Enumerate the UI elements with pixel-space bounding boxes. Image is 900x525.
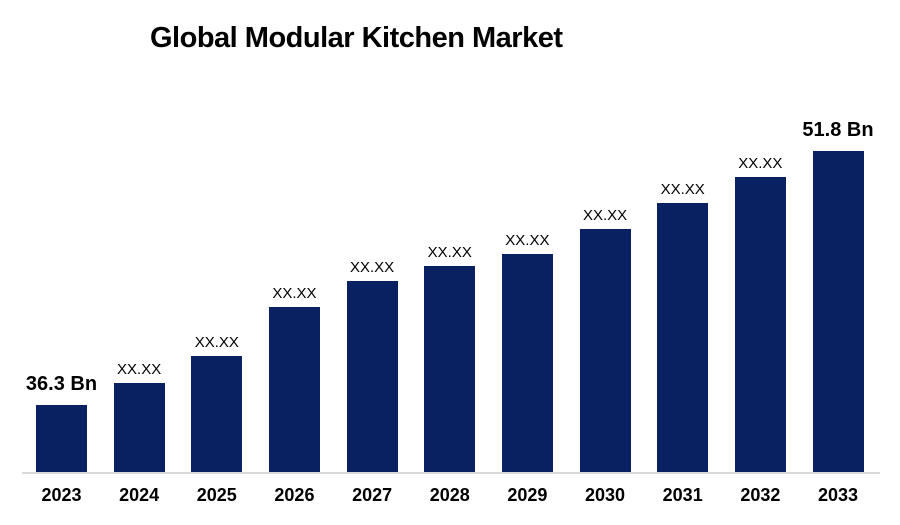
- x-axis-label-2025: 2025: [196, 485, 237, 505]
- x-axis-label-2024: 2024: [119, 485, 160, 505]
- x-axis-line: [22, 472, 880, 474]
- x-axis-label-2029: 2029: [507, 485, 548, 505]
- x-axis-label-2033: 2033: [817, 485, 859, 505]
- bar-2028: [424, 266, 476, 472]
- x-axis-label-2032: 2032: [740, 485, 781, 505]
- bar-value-label-2026: XX.XX: [272, 285, 317, 302]
- bar-value-label-2027: XX.XX: [350, 259, 395, 276]
- bar-value-label-2033: 51.8 Bn: [802, 119, 874, 141]
- bar-value-label-2025: XX.XX: [194, 334, 239, 351]
- bar-2027: [346, 281, 398, 472]
- x-axis-label-2028: 2028: [429, 485, 470, 505]
- bar-value-label-2031: XX.XX: [660, 181, 705, 198]
- bar-2029: [501, 254, 553, 472]
- bar-value-label-2023: 36.3 Bn: [25, 373, 98, 395]
- x-axis-label-2026: 2026: [274, 485, 315, 505]
- bar-2024: [113, 383, 165, 472]
- x-axis-label-2031: 2031: [662, 485, 703, 505]
- chart-title: Global Modular Kitchen Market: [150, 22, 563, 54]
- bar-2023: [36, 405, 87, 472]
- bar-2030: [579, 229, 631, 472]
- x-axis-label-2030: 2030: [585, 485, 626, 505]
- bar-2031: [657, 203, 709, 472]
- bar-value-label-2029: XX.XX: [505, 232, 550, 249]
- x-axis-label-2027: 2027: [352, 485, 393, 505]
- bar-2032: [734, 177, 786, 472]
- bar-value-label-2032: XX.XX: [738, 155, 783, 172]
- bar-value-label-2028: XX.XX: [427, 244, 472, 261]
- bar-value-label-2024: XX.XX: [117, 361, 162, 378]
- bar-2026: [268, 307, 320, 472]
- bar-2033: [812, 151, 864, 472]
- bar-value-label-2030: XX.XX: [582, 207, 628, 224]
- bar-2025: [191, 356, 243, 472]
- x-axis-label-2023: 2023: [41, 485, 82, 505]
